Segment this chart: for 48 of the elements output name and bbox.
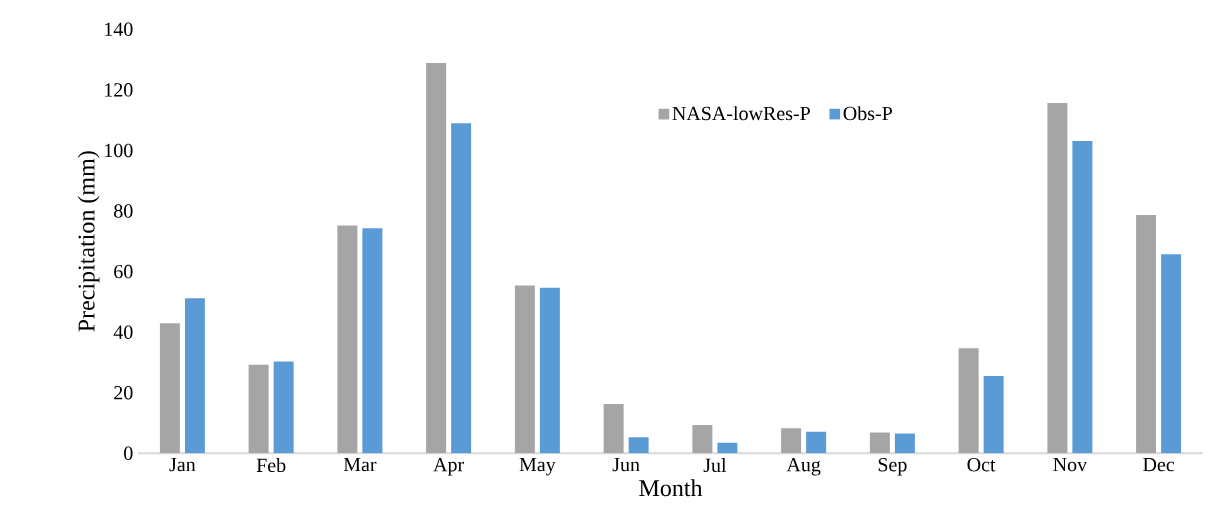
bar xyxy=(781,428,802,454)
x-tick-label: May xyxy=(519,458,556,476)
bar xyxy=(692,425,713,454)
legend-label: Obs-P xyxy=(843,106,892,121)
bar xyxy=(539,287,560,454)
bar xyxy=(958,348,979,454)
bar xyxy=(362,228,383,454)
y-tick-label: 120 xyxy=(105,83,133,97)
y-axis-title: Precipitation (mm) xyxy=(77,151,100,332)
x-tick-label: Dec xyxy=(1143,458,1175,472)
bar xyxy=(1136,214,1157,454)
x-tick-label: Feb xyxy=(256,458,286,473)
x-tick-label: Oct xyxy=(967,458,996,472)
bar xyxy=(248,364,269,454)
bar xyxy=(894,433,915,454)
bar xyxy=(1047,102,1068,454)
bar xyxy=(514,285,535,454)
bar xyxy=(717,442,738,454)
x-tick-label: Mar xyxy=(343,458,377,472)
x-tick-label: Jun xyxy=(612,458,640,472)
bar xyxy=(1161,254,1182,454)
x-tick-label: Aug xyxy=(786,458,821,476)
y-tick-label: 40 xyxy=(113,325,133,339)
y-tick-label: 20 xyxy=(114,385,133,400)
bar xyxy=(1072,141,1093,454)
bar xyxy=(273,361,294,454)
bar xyxy=(983,376,1004,454)
bar xyxy=(806,431,827,454)
x-axis-title: Month xyxy=(639,479,703,497)
y-tick-label: 100 xyxy=(105,143,133,158)
bar xyxy=(628,437,649,454)
y-tick-label: 140 xyxy=(105,22,133,37)
x-tick-label: Apr xyxy=(433,458,465,476)
bar xyxy=(159,323,180,454)
bar xyxy=(337,225,358,454)
x-tick-label: Nov xyxy=(1053,458,1088,472)
bar xyxy=(603,403,624,454)
bar xyxy=(184,298,205,454)
y-tick-label: 80 xyxy=(114,204,133,218)
bar xyxy=(426,62,447,454)
bar xyxy=(869,432,890,454)
y-tick-label: 60 xyxy=(114,264,133,279)
bar xyxy=(451,123,472,454)
x-tick-label: Sep xyxy=(878,458,907,476)
y-tick-label: 0 xyxy=(124,446,133,461)
x-tick-label: Jan xyxy=(169,458,196,472)
x-tick-label: Jul xyxy=(703,458,727,473)
legend-label: NASA-lowRes-P xyxy=(672,106,810,121)
